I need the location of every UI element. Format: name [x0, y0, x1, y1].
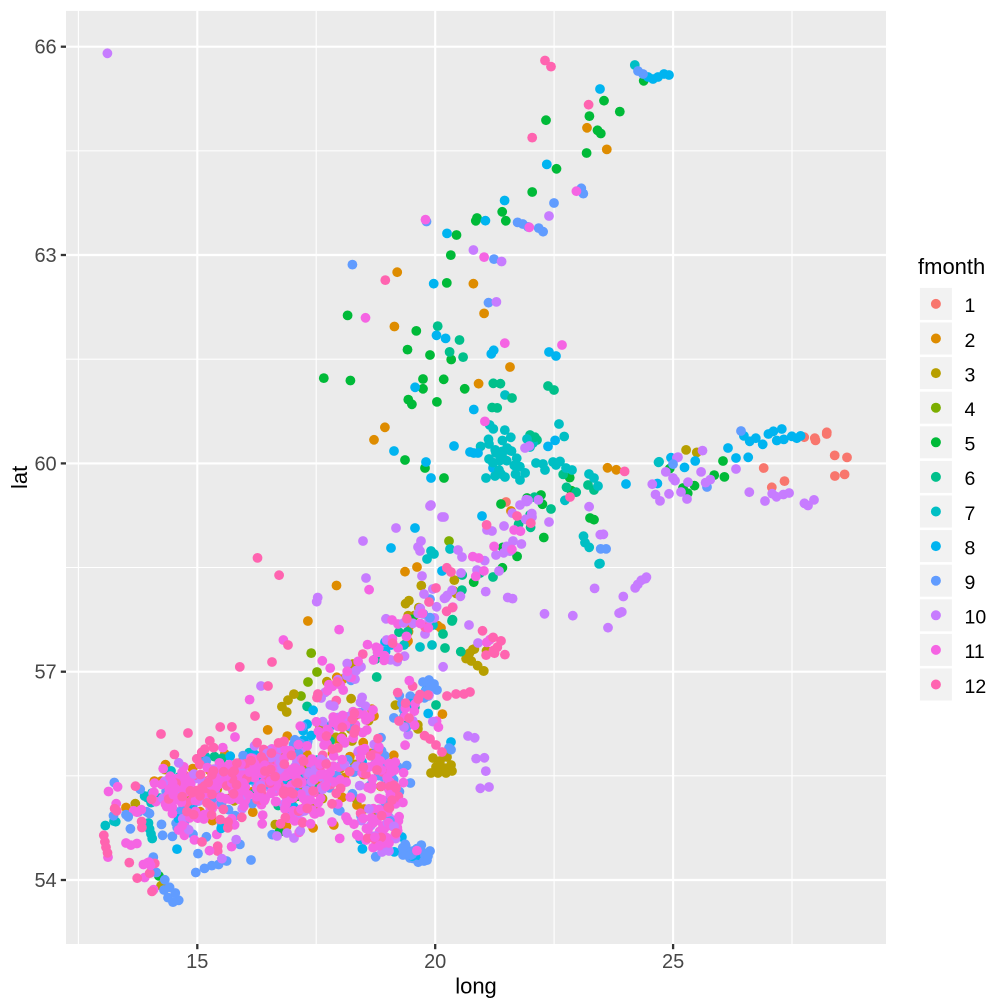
svg-text:2: 2 — [965, 330, 976, 352]
svg-text:10: 10 — [965, 607, 987, 629]
svg-text:11: 11 — [965, 641, 985, 663]
svg-text:7: 7 — [965, 503, 976, 525]
svg-text:lat: lat — [7, 466, 32, 489]
svg-text:6: 6 — [965, 468, 976, 490]
svg-text:12: 12 — [965, 676, 987, 698]
svg-text:3: 3 — [965, 364, 976, 386]
svg-text:66: 66 — [34, 37, 56, 59]
svg-text:5: 5 — [965, 434, 976, 456]
svg-text:60: 60 — [34, 453, 56, 475]
svg-text:15: 15 — [186, 951, 208, 973]
svg-text:63: 63 — [34, 245, 56, 267]
svg-text:54: 54 — [34, 870, 56, 892]
svg-text:long: long — [455, 973, 497, 998]
svg-text:25: 25 — [662, 951, 684, 973]
svg-text:8: 8 — [965, 537, 976, 559]
svg-text:9: 9 — [965, 572, 976, 594]
svg-text:1: 1 — [965, 295, 976, 317]
svg-text:fmonth: fmonth — [918, 254, 985, 279]
svg-text:20: 20 — [424, 951, 446, 973]
svg-text:57: 57 — [34, 662, 56, 684]
svg-text:4: 4 — [965, 399, 976, 421]
